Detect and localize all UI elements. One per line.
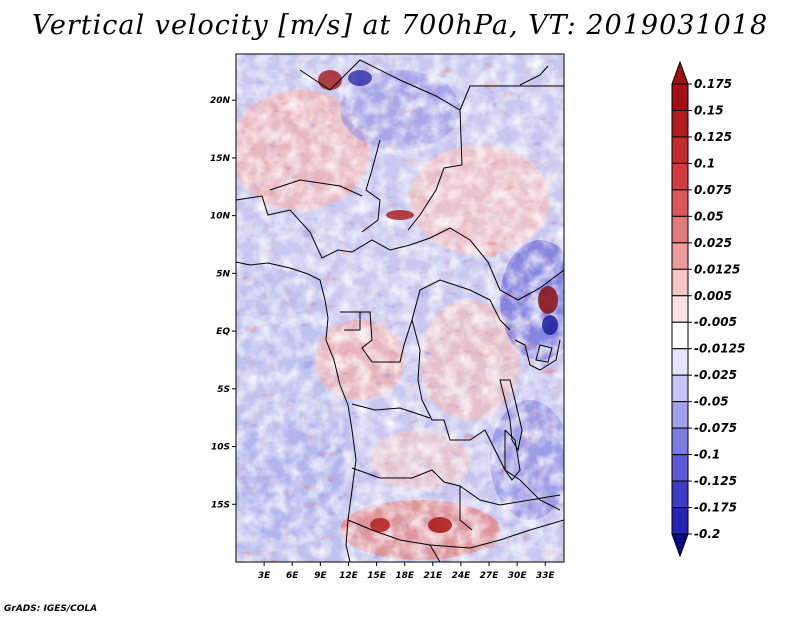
colorbar-label: 0.05 (694, 209, 724, 223)
colorbar-segment (671, 268, 689, 297)
colorbar-label: -0.005 (694, 315, 737, 329)
colorbar-label: 0.125 (694, 130, 732, 144)
lon-tick-label: 12E (339, 571, 359, 581)
colorbar-label: 0.025 (694, 236, 732, 250)
colorbar-segment (671, 242, 689, 270)
lat-tick-label: EQ (216, 327, 230, 337)
lon-tick-label: 9E (314, 571, 327, 581)
colorbar-segment (671, 162, 689, 191)
lat-tick-label: 15N (210, 154, 231, 164)
grads-credit: GrADS: IGES/COLA (4, 604, 98, 614)
colorbar-segment (671, 401, 689, 429)
colorbar-label: 0.15 (694, 103, 724, 117)
colorbar-max-arrow (671, 60, 689, 85)
lon-tick-label: 30E (508, 571, 528, 581)
country-borders (236, 59, 564, 562)
lon-tick-label: 27E (480, 571, 500, 581)
colorbar-segment (671, 215, 689, 244)
colorbar-label: -0.0125 (694, 342, 745, 356)
plot-title: Vertical velocity [m/s] at 700hPa, VT: 2… (31, 10, 769, 41)
colorbar-label: 0.075 (694, 183, 732, 197)
colorbar-segment (671, 136, 689, 164)
colorbar-label: -0.175 (694, 501, 737, 515)
colorbar-segment (671, 374, 689, 403)
colorbar-label: -0.2 (694, 527, 720, 541)
lat-tick-label: 10N (210, 212, 231, 222)
colorbar-segment (671, 348, 689, 376)
colorbar-label: -0.075 (694, 421, 737, 435)
colorbar: 0.175 0.15 0.125 0.1 0.075 0.05 0.025 0.0125 0.0… (671, 60, 745, 558)
colorbar-segment (671, 295, 689, 323)
colorbar-min-arrow (671, 533, 689, 558)
latitude-axis: 20N 15N 10N 5N EQ 5S 10S 15S (210, 96, 236, 510)
colorbar-segment (671, 454, 689, 482)
colorbar-label: -0.125 (694, 474, 737, 488)
lon-tick-label: 18E (395, 571, 415, 581)
lat-tick-label: 5S (217, 385, 230, 395)
colorbar-segment (671, 321, 689, 350)
colorbar-segment (671, 480, 689, 509)
longitude-axis: 3E 6E 9E 12E 15E 18E 21E 24E 27E 30E 33E (258, 562, 556, 581)
lon-tick-label: 6E (286, 571, 299, 581)
colorbar-label: 0.175 (694, 77, 732, 91)
lat-tick-label: 10S (211, 443, 230, 453)
lon-tick-label: 21E (423, 571, 443, 581)
lat-tick-label: 15S (211, 500, 230, 510)
velocity-field (236, 54, 564, 562)
colorbar-label: -0.025 (694, 368, 737, 382)
lat-tick-label: 5N (216, 269, 230, 279)
colorbar-segment (671, 427, 689, 456)
colorbar-label: 0.005 (694, 289, 732, 303)
lon-tick-label: 33E (536, 571, 556, 581)
lon-tick-label: 24E (452, 571, 472, 581)
colorbar-segment (671, 507, 689, 535)
colorbar-segment (671, 189, 689, 217)
map-frame (235, 53, 565, 563)
lon-tick-label: 3E (258, 571, 271, 581)
colorbar-label: -0.1 (694, 448, 720, 462)
colorbar-segment (671, 83, 689, 111)
colorbar-label: 0.1 (694, 156, 715, 170)
colorbar-segment (671, 109, 689, 138)
lon-tick-label: 15E (367, 571, 387, 581)
colorbar-label: 0.0125 (694, 262, 740, 276)
colorbar-label: -0.05 (694, 395, 729, 409)
lat-tick-label: 20N (210, 96, 231, 106)
